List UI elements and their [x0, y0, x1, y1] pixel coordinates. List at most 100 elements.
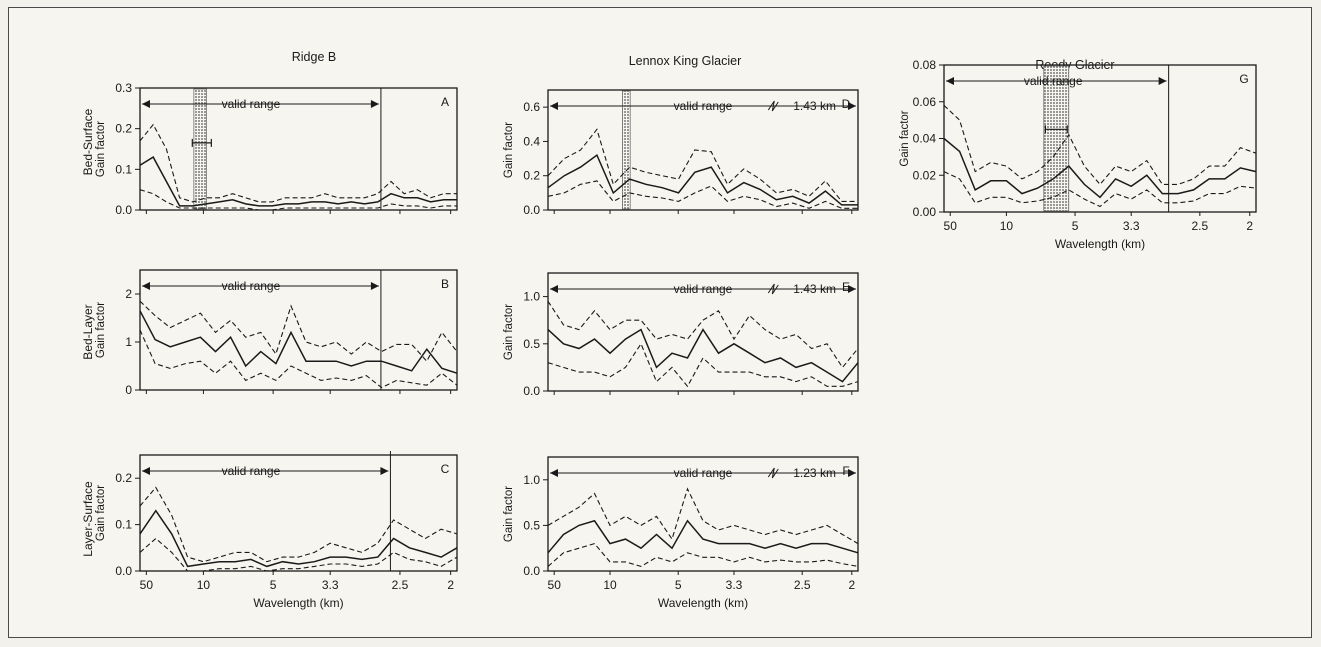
panel-letter: E [842, 280, 850, 294]
x-tick-label: 2 [447, 578, 454, 592]
y-axis-label: Gain factor [95, 302, 107, 358]
panel-c: 0.0 0.1 0.2 Gain factor 50 10 5 3.3 2.5 2 Waveleng… [95, 451, 458, 610]
valid-range-label: valid range [1024, 74, 1083, 88]
valid-range-arrowhead-right [848, 102, 856, 110]
mean-line [139, 156, 457, 207]
valid-range-arrowhead-right [848, 285, 856, 293]
x-tick-label: 10 [197, 578, 211, 592]
y-tick-label: 0.6 [523, 100, 540, 114]
valid-range-arrowhead-right [848, 469, 856, 477]
y-tick-label: 0.4 [523, 134, 540, 148]
y-tick-label: 0.0 [115, 203, 132, 217]
mean-line [943, 137, 1257, 199]
panel-letter: B [441, 277, 449, 291]
mean-line [547, 153, 858, 206]
figure-frame [8, 7, 1312, 638]
y-tick-label: 0.02 [913, 168, 937, 182]
x-tick-label: 2.5 [794, 578, 811, 592]
valid-range-arrowhead-right [1158, 77, 1167, 85]
x-tick-label: 5 [270, 578, 277, 592]
valid-range-arrowhead-left [550, 469, 558, 477]
bound-line-2 [547, 342, 859, 388]
y-tick-label: 1.0 [523, 290, 540, 304]
y-tick-label: 0.3 [115, 81, 132, 95]
y-tick-label: 0.5 [523, 337, 540, 351]
valid-range-arrowhead-left [946, 77, 954, 85]
panel-d-axes [547, 89, 859, 211]
column-title-lennox-king: Lennox King Glacier [628, 54, 742, 68]
y-axis-label: Gain factor [503, 122, 515, 178]
panel-letter: G [1239, 72, 1248, 86]
mean-line [139, 509, 458, 568]
y-tick-label: 0.00 [913, 205, 937, 219]
bound-line-0 [139, 486, 458, 563]
valid-range-label: valid range [674, 282, 733, 296]
y-axis-label: Gain factor [503, 304, 515, 360]
valid-range-arrowhead-left [142, 282, 150, 290]
x-tick-label: 5 [675, 578, 682, 592]
panel-b: 0 1 2 Gain factor valid range B [95, 269, 458, 397]
y-axis-label: Gain factor [503, 486, 515, 542]
x-tick-label: 50 [944, 219, 958, 233]
bound-line-2 [139, 329, 458, 389]
panel-c-axes [139, 454, 458, 572]
x-tick-label: 3.3 [322, 578, 339, 592]
break-distance-label: 1.43 km [793, 99, 836, 113]
y-tick-label: 2 [125, 287, 132, 301]
valid-range-arrowhead-left [142, 100, 150, 108]
valid-range-label: valid range [222, 97, 281, 111]
y-tick-label: 0.04 [913, 132, 937, 146]
x-axis-label: Wavelength (km) [658, 596, 748, 610]
shaded-band [1043, 65, 1070, 212]
x-tick-label: 50 [548, 578, 562, 592]
bound-line-2 [547, 180, 858, 209]
y-tick-label: 0 [125, 383, 132, 397]
bound-line-0 [547, 300, 859, 369]
bound-line-2 [547, 542, 859, 567]
y-tick-label: 0.0 [523, 203, 540, 217]
panel-letter: C [441, 462, 450, 476]
x-tick-label: 10 [1000, 219, 1014, 233]
valid-range-arrowhead-right [380, 467, 389, 475]
y-tick-label: 1 [125, 335, 132, 349]
break-distance-label: 1.23 km [793, 466, 836, 480]
bound-line-0 [547, 487, 859, 545]
x-tick-label: 2.5 [1191, 219, 1208, 233]
y-axis-label: Gain factor [95, 485, 107, 541]
panel-a: 0.0 0.1 0.2 0.3 Gain factor valid range A [95, 81, 458, 217]
mean-line [547, 328, 859, 383]
bound-line-0 [139, 300, 458, 363]
y-tick-label: 0.0 [523, 564, 540, 578]
y-tick-label: 0.2 [115, 471, 132, 485]
x-axis-label: Wavelength (km) [1055, 237, 1145, 251]
y-tick-label: 0.06 [913, 95, 937, 109]
column-title-ridge-b: Ridge B [291, 50, 337, 64]
panel-d: 0.0 0.2 0.4 0.6 Gain factor valid range 1.43 k… [503, 89, 859, 217]
panel-f: 0.0 0.5 1.0 Gain factor 50 10 5 3.3 2.5 2 Waveleng… [503, 456, 859, 610]
y-tick-label: 0.1 [115, 518, 132, 532]
x-tick-label: 2 [1246, 219, 1253, 233]
valid-range-arrowhead-left [550, 102, 558, 110]
panel-e: 0.0 0.5 1.0 Gain factor valid range 1.43 km E [503, 272, 859, 398]
x-axis-label: Wavelength (km) [253, 596, 343, 610]
bound-line-0 [547, 128, 858, 202]
x-tick-label: 10 [603, 578, 617, 592]
y-tick-label: 0.2 [523, 169, 540, 183]
y-tick-label: 0.08 [913, 58, 937, 72]
shaded-band [622, 90, 631, 210]
y-tick-label: 0.2 [115, 122, 132, 136]
panel-e-axes [547, 272, 859, 392]
x-tick-label: 3.3 [1123, 219, 1140, 233]
panel-letter: A [441, 95, 449, 109]
x-tick-label: 2.5 [392, 578, 409, 592]
bound-line-0 [139, 123, 457, 203]
bound-line-2 [139, 189, 457, 211]
y-axis-label: Gain factor [95, 121, 107, 177]
panel-letter: D [842, 97, 851, 111]
axis-break-mark [767, 467, 779, 479]
valid-range-arrowhead-right [370, 282, 379, 290]
y-axis-label: Gain factor [899, 110, 911, 166]
valid-range-arrowhead-right [370, 100, 379, 108]
x-tick-label: 50 [140, 578, 154, 592]
